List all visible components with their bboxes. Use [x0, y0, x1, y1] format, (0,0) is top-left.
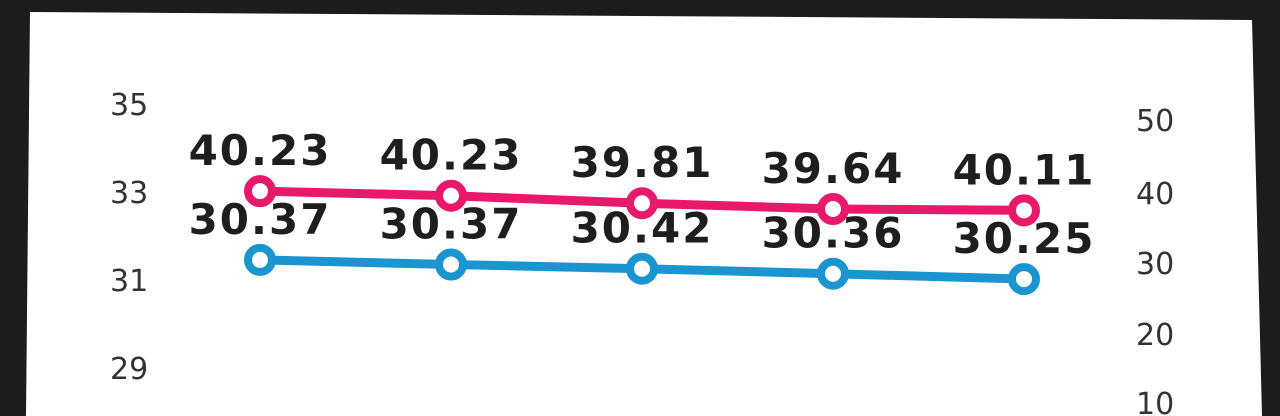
data-label: 30.36 — [762, 209, 905, 258]
data-label: 30.42 — [571, 204, 714, 253]
data-point — [1008, 194, 1040, 227]
left-axis-tick: 35 — [110, 88, 148, 123]
right-axis-tick: 30 — [1136, 247, 1174, 282]
right-axis: 50 40 30 20 10 — [1136, 104, 1174, 416]
data-label: 30.37 — [380, 200, 523, 249]
left-axis: 35 33 31 29 — [110, 88, 148, 387]
data-point — [626, 252, 658, 285]
right-axis-tick: 20 — [1136, 318, 1174, 353]
series-layer: 40.23 40.23 39.81 39.64 40.11 30.37 30.37 30.42… — [189, 126, 1096, 296]
data-point — [244, 175, 276, 208]
data-label: 39.64 — [762, 144, 905, 193]
left-axis-tick: 29 — [110, 352, 148, 387]
right-axis-tick: 40 — [1136, 177, 1174, 212]
data-point — [817, 257, 849, 290]
data-point — [435, 248, 467, 281]
data-label: 39.81 — [571, 138, 714, 187]
data-point — [817, 193, 849, 226]
data-label: 30.25 — [953, 214, 1096, 263]
data-point — [626, 187, 658, 220]
data-label: 40.11 — [953, 145, 1096, 194]
right-axis-tick: 50 — [1136, 104, 1174, 139]
right-axis-tick: 10 — [1136, 387, 1174, 416]
left-axis-tick: 33 — [110, 176, 148, 211]
data-point — [1008, 263, 1040, 296]
data-point — [435, 179, 467, 212]
data-point — [244, 243, 276, 276]
data-label: 30.37 — [189, 195, 332, 244]
left-axis-tick: 31 — [110, 264, 148, 299]
data-label: 40.23 — [189, 126, 332, 175]
data-label: 40.23 — [380, 131, 523, 180]
